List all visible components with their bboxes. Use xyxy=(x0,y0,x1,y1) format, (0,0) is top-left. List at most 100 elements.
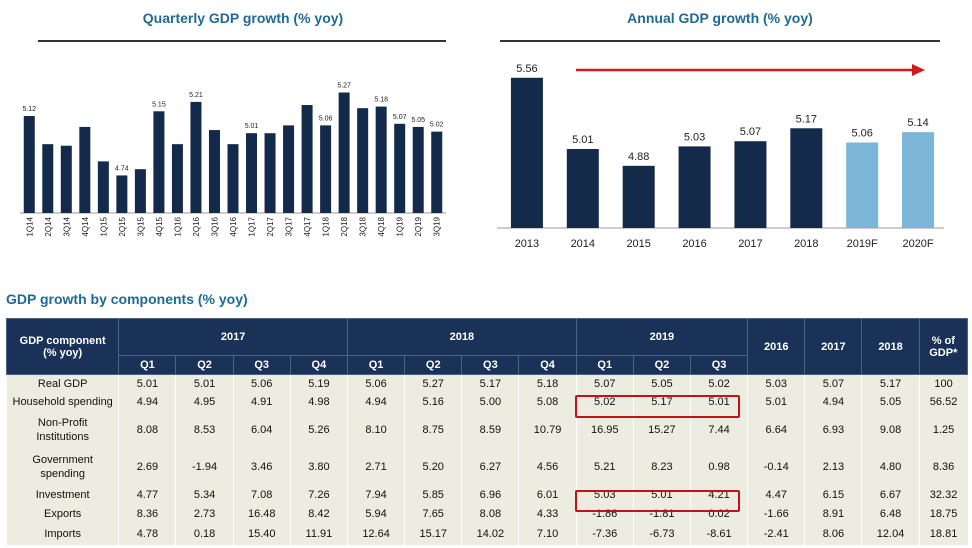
annual-tick-label: 2020F xyxy=(902,238,933,250)
quarterly-tick-label: 4Q17 xyxy=(303,216,312,236)
table-cell: 8.36 xyxy=(918,448,968,487)
quarterly-tick-label: 4Q14 xyxy=(81,216,90,236)
quarterly-bar xyxy=(357,108,369,213)
table-row: Non-Profit Institutions 8.08 8.53 6.04 5.26 8… xyxy=(5,412,968,449)
table-cell: 6.96 xyxy=(461,486,519,506)
annual-data-label: 5.17 xyxy=(796,113,817,125)
table-cell: 11.91 xyxy=(289,524,348,545)
annual-bar xyxy=(510,77,543,228)
table-cell: 7.10 xyxy=(518,524,577,545)
table-cell: 5.20 xyxy=(404,448,462,487)
table-cell: 5.01 xyxy=(747,393,805,413)
table-cell: 4.80 xyxy=(861,448,920,487)
table-cell: 4.56 xyxy=(518,448,577,487)
annual-bar xyxy=(846,142,879,228)
quarterly-tick-label: 2Q19 xyxy=(414,216,423,236)
table-cell: 7.94 xyxy=(346,486,405,506)
table-row: Government spending 2.69 -1.94 3.46 3.80 2.71… xyxy=(5,448,968,487)
table-cell: 5.94 xyxy=(346,505,405,525)
table-cell: 5.06 xyxy=(232,374,291,394)
quarter-header: Q3 xyxy=(232,355,291,375)
table-cell: 5.08 xyxy=(518,393,577,413)
table-cell: 5.19 xyxy=(289,374,348,394)
quarterly-tick-label: 3Q18 xyxy=(359,216,368,236)
annual-tick-label: 2015 xyxy=(626,238,650,250)
annual-data-label: 5.01 xyxy=(572,134,593,146)
quarterly-data-label: 5.27 xyxy=(337,83,351,90)
quarterly-data-label: 5.06 xyxy=(319,115,333,122)
table-cell: 15.17 xyxy=(404,524,462,545)
annual-bar xyxy=(678,146,711,228)
table-cell: 32.32 xyxy=(918,486,968,506)
table-cell: 8.23 xyxy=(632,448,691,487)
table-row: Exports 8.36 2.73 16.48 8.42 5.94 7.65 8.08 4.33… xyxy=(5,505,968,525)
table-cell: 6.15 xyxy=(804,486,862,506)
table-cell: 6.64 xyxy=(747,412,805,449)
table-cell: 5.01 xyxy=(689,393,748,413)
table-cell: 16.95 xyxy=(575,412,634,449)
quarterly-data-label: 5.02 xyxy=(430,122,444,129)
table-cell: 5.07 xyxy=(804,374,862,394)
row-label: Household spending xyxy=(5,393,119,413)
annual-data-label: 5.03 xyxy=(684,131,705,143)
table-cell: 8.36 xyxy=(118,505,176,525)
table-cell: 5.05 xyxy=(632,374,691,394)
charts-svg: 5.12 1Q14 2Q14 3Q14 4Q14 1Q15 4.74 2Q15 3Q15 5.15… xyxy=(20,63,944,250)
table-cell: 8.08 xyxy=(461,505,519,525)
table-cell: 4.98 xyxy=(289,393,348,413)
annual-data-label: 5.07 xyxy=(740,126,761,138)
quarter-header: Q2 xyxy=(404,355,463,375)
table-row: Investment 4.77 5.34 7.08 7.26 7.94 5.85 6.96 6.… xyxy=(5,486,968,506)
quarterly-bar xyxy=(23,115,35,213)
annual-tick-label: 2018 xyxy=(794,238,818,250)
quarterly-tick-label: 3Q14 xyxy=(62,216,71,236)
table-cell: 16.48 xyxy=(232,505,291,525)
table-cell: 14.02 xyxy=(461,524,519,545)
table-cell: 3.80 xyxy=(289,448,348,487)
table-cell: 9.08 xyxy=(861,412,920,449)
table-cell: -8.61 xyxy=(689,524,748,545)
share-of-gdp-header: % of GDP* xyxy=(918,318,969,375)
table-cell: 5.17 xyxy=(632,393,691,413)
annual-2017-header: 2017 xyxy=(804,318,863,375)
quarter-header: Q3 xyxy=(689,355,749,375)
annual-tick-label: 2013 xyxy=(515,238,539,250)
annual-bar xyxy=(734,141,767,228)
quarter-header: Q3 xyxy=(461,355,520,375)
row-label: Imports xyxy=(5,524,119,545)
annual-bar xyxy=(566,149,599,228)
quarterly-data-label: 5.05 xyxy=(411,117,425,124)
table-cell: 5.85 xyxy=(404,486,462,506)
quarterly-bar xyxy=(394,123,406,213)
year-2017-header: 2017 xyxy=(118,318,348,356)
table-cell: 5.27 xyxy=(404,374,462,394)
quarterly-bar xyxy=(412,126,424,213)
table-cell: 18.75 xyxy=(918,505,968,525)
row-label: Investment xyxy=(5,486,119,506)
table-cell: 5.21 xyxy=(575,448,634,487)
quarterly-data-label: 5.21 xyxy=(189,92,203,99)
annual-data-label: 5.56 xyxy=(516,63,537,75)
table-cell: 7.65 xyxy=(404,505,462,525)
row-label: Exports xyxy=(5,505,119,525)
quarterly-data-label: 5.18 xyxy=(374,97,388,104)
quarterly-bar xyxy=(431,131,443,213)
table-cell: 8.53 xyxy=(175,412,234,449)
quarterly-tick-label: 2Q14 xyxy=(44,216,53,236)
quarterly-tick-label: 1Q17 xyxy=(248,216,257,236)
quarterly-bar xyxy=(301,105,313,213)
annual-data-label: 5.14 xyxy=(907,117,928,129)
quarterly-tick-label: 1Q14 xyxy=(25,216,34,236)
quarterly-bar xyxy=(264,133,276,213)
table-cell: 12.64 xyxy=(346,524,405,545)
table-cell: -2.41 xyxy=(747,524,805,545)
quarterly-data-label: 5.12 xyxy=(22,106,36,113)
table-cell: 4.78 xyxy=(118,524,176,545)
table-cell: 8.06 xyxy=(804,524,862,545)
table-cell: 6.04 xyxy=(232,412,291,449)
table-cell: 0.18 xyxy=(175,524,234,545)
quarterly-bar xyxy=(116,175,128,213)
table-cell: 5.16 xyxy=(404,393,462,413)
quarterly-bar xyxy=(338,92,350,213)
table-cell: 8.75 xyxy=(404,412,462,449)
